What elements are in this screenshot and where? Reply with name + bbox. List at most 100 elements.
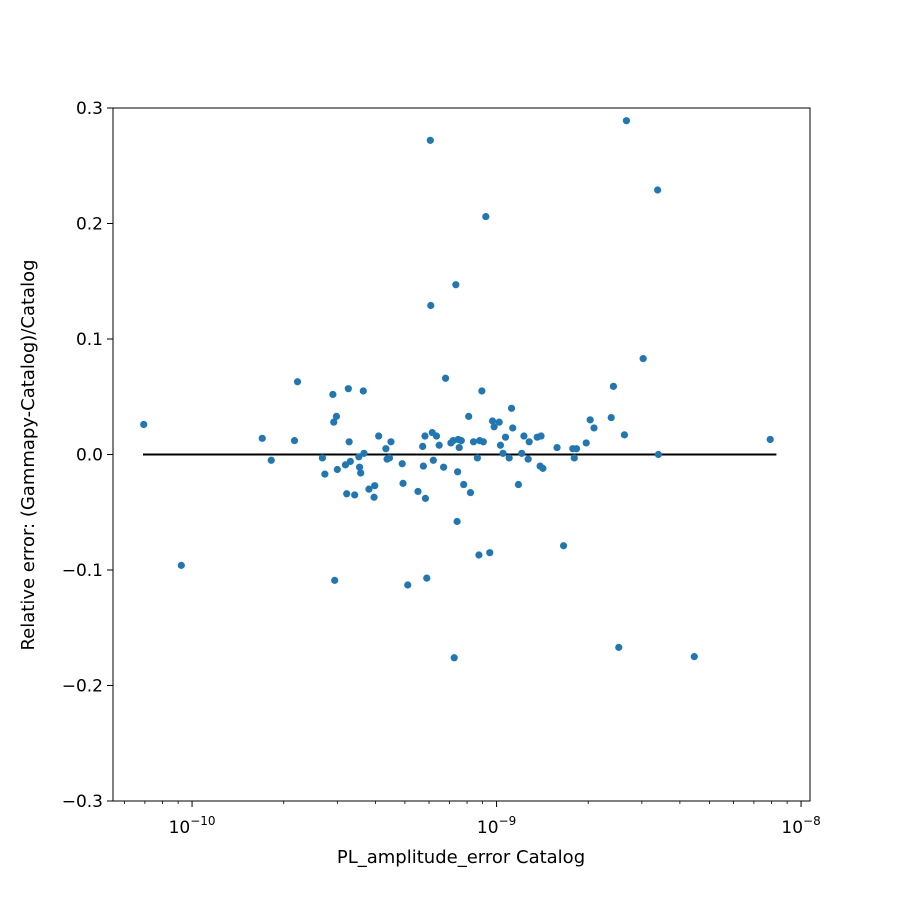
data-point bbox=[321, 470, 329, 478]
data-point bbox=[586, 416, 594, 424]
data-point bbox=[520, 432, 528, 440]
data-point bbox=[609, 382, 618, 390]
data-point bbox=[432, 432, 441, 440]
data-point bbox=[465, 412, 473, 420]
data-point bbox=[525, 438, 533, 446]
data-point bbox=[429, 456, 437, 464]
y-tick-label: 0.3 bbox=[76, 99, 103, 119]
data-point bbox=[177, 561, 185, 569]
data-point bbox=[258, 434, 266, 442]
data-point bbox=[766, 435, 774, 444]
data-point bbox=[452, 281, 460, 289]
data-point bbox=[654, 450, 662, 459]
data-point bbox=[454, 468, 462, 476]
data-point bbox=[466, 489, 475, 497]
data-point bbox=[370, 493, 378, 501]
x-axis-ticks: 10−10 10−9 10−8 bbox=[124, 801, 821, 838]
data-point bbox=[331, 576, 339, 584]
y-tick-label: 0.1 bbox=[76, 330, 103, 350]
data-point bbox=[355, 453, 363, 461]
data-point bbox=[572, 445, 581, 453]
data-point bbox=[553, 443, 561, 452]
data-point bbox=[329, 390, 337, 399]
y-tick-label: −0.2 bbox=[62, 677, 103, 697]
data-point bbox=[475, 551, 483, 559]
data-point bbox=[427, 301, 435, 310]
data-point bbox=[318, 454, 327, 462]
data-point bbox=[330, 418, 338, 426]
data-point bbox=[426, 136, 434, 144]
data-point bbox=[333, 465, 341, 474]
data-point bbox=[622, 117, 631, 125]
y-tick-label: −0.1 bbox=[62, 561, 103, 581]
data-point bbox=[654, 186, 662, 194]
data-point bbox=[267, 456, 275, 464]
data-point bbox=[537, 432, 545, 440]
data-point bbox=[615, 643, 623, 651]
data-point bbox=[482, 212, 490, 221]
data-point bbox=[486, 549, 494, 557]
data-point bbox=[499, 449, 507, 457]
data-point bbox=[357, 469, 365, 477]
data-point bbox=[590, 424, 598, 432]
data-point bbox=[414, 487, 422, 496]
data-point bbox=[607, 413, 615, 422]
data-point bbox=[421, 432, 429, 440]
data-point bbox=[351, 491, 359, 499]
y-tick-label: 0.0 bbox=[76, 446, 103, 466]
data-point bbox=[450, 654, 458, 662]
data-point bbox=[346, 457, 354, 466]
data-point bbox=[495, 418, 503, 426]
data-point bbox=[343, 490, 351, 498]
data-point bbox=[332, 412, 341, 420]
data-point bbox=[469, 438, 478, 446]
data-point bbox=[345, 438, 353, 446]
y-axis-ticks: 0.3 0.2 0.1 0.0 −0.1 −0.2 −0.3 bbox=[62, 99, 113, 812]
data-point bbox=[455, 443, 463, 452]
data-point bbox=[359, 387, 367, 395]
data-point bbox=[371, 482, 379, 490]
data-point bbox=[620, 431, 629, 439]
data-points bbox=[140, 117, 774, 662]
x-tick-label: 10−8 bbox=[781, 814, 820, 838]
data-point bbox=[490, 423, 498, 431]
data-point bbox=[435, 441, 443, 449]
y-tick-label: 0.2 bbox=[76, 215, 103, 235]
data-point bbox=[453, 517, 461, 526]
data-point bbox=[639, 355, 647, 363]
data-point bbox=[582, 439, 590, 447]
data-point bbox=[293, 378, 302, 386]
data-point bbox=[421, 494, 430, 502]
data-point bbox=[404, 581, 412, 589]
data-point bbox=[344, 385, 352, 393]
data-point bbox=[501, 433, 510, 441]
data-point bbox=[514, 480, 523, 489]
x-axis-label: PL_amplitude_error Catalog bbox=[337, 847, 585, 868]
data-point bbox=[488, 417, 497, 425]
x-tick-label: 10−10 bbox=[169, 814, 216, 838]
data-point bbox=[385, 454, 394, 462]
data-point bbox=[423, 574, 431, 582]
data-point bbox=[496, 441, 505, 449]
data-point bbox=[559, 542, 568, 550]
data-point bbox=[387, 438, 395, 446]
data-point bbox=[518, 449, 526, 457]
data-point bbox=[539, 464, 547, 472]
data-point bbox=[440, 463, 448, 471]
data-point bbox=[375, 432, 383, 440]
plot-area bbox=[112, 107, 811, 802]
data-point bbox=[507, 404, 516, 412]
data-point bbox=[524, 455, 532, 463]
data-point bbox=[570, 454, 578, 462]
data-point bbox=[441, 374, 450, 382]
y-axis-label: Relative error: (Gammapy-Catalog)/Catalo… bbox=[18, 259, 39, 650]
data-point bbox=[473, 454, 481, 462]
data-point bbox=[365, 485, 373, 493]
data-point bbox=[419, 462, 427, 470]
data-point bbox=[356, 463, 364, 471]
data-point bbox=[457, 437, 465, 445]
data-point bbox=[419, 442, 427, 451]
data-point bbox=[290, 437, 299, 445]
